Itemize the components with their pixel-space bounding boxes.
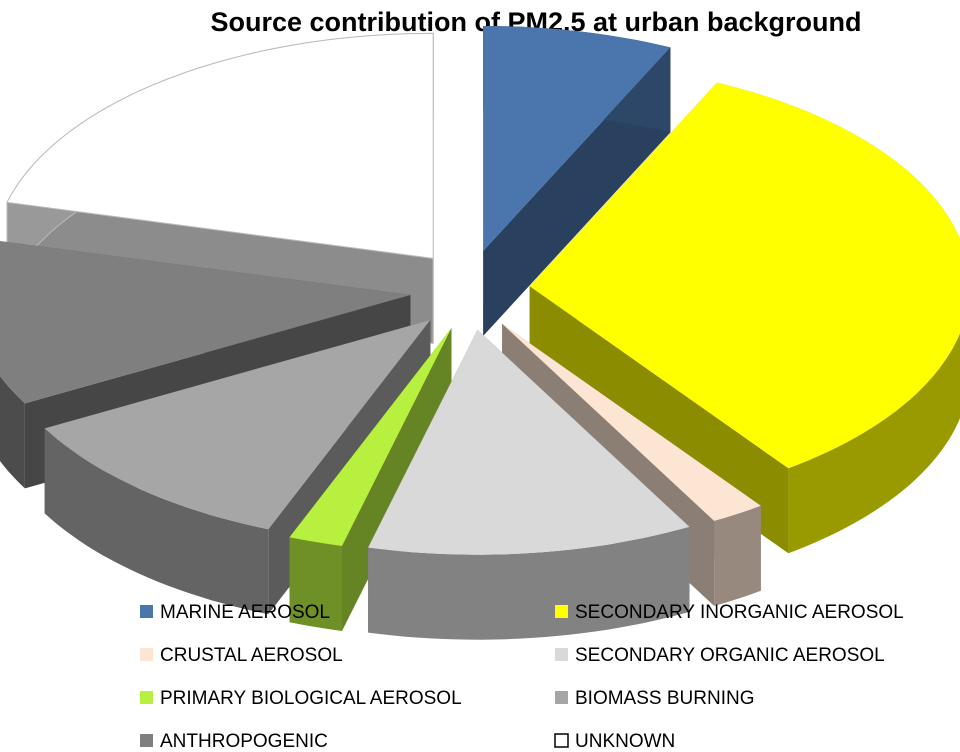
legend-swatch	[140, 691, 153, 704]
slice-side	[714, 505, 761, 606]
slice	[368, 329, 690, 555]
slice	[0, 241, 411, 404]
legend-label: CRUSTAL AEROSOL	[160, 645, 343, 666]
slice	[529, 82, 960, 469]
legend-label: UNKNOWN	[575, 731, 675, 752]
legend-label: MARINE AEROSOL	[160, 602, 330, 623]
slice-side	[0, 376, 25, 489]
legend-swatch	[554, 733, 569, 748]
legend: MARINE AEROSOL SECONDARY INORGANIC AEROSO…	[140, 602, 904, 752]
slice	[6, 32, 434, 259]
slice-side	[289, 537, 342, 631]
legend-label: SECONDARY ORGANIC AEROSOL	[575, 645, 885, 666]
legend-swatch	[555, 648, 568, 661]
legend-swatch	[140, 648, 153, 661]
legend-label: ANTHROPOGENIC	[160, 731, 328, 752]
slice	[44, 320, 431, 530]
legend-label: BIOMASS BURNING	[575, 688, 754, 709]
legend-swatch	[140, 734, 153, 747]
legend-label: PRIMARY BIOLOGICAL AEROSOL	[160, 688, 462, 709]
slice-side	[44, 428, 269, 615]
slice	[502, 323, 761, 521]
legend-label: SECONDARY INORGANIC AEROSOL	[575, 602, 904, 623]
legend-swatch	[555, 605, 568, 618]
pie	[0, 26, 960, 640]
slice	[483, 26, 671, 251]
slice	[289, 328, 452, 546]
slice-side	[368, 526, 690, 640]
legend-swatch	[555, 691, 568, 704]
legend-swatch	[140, 605, 153, 618]
